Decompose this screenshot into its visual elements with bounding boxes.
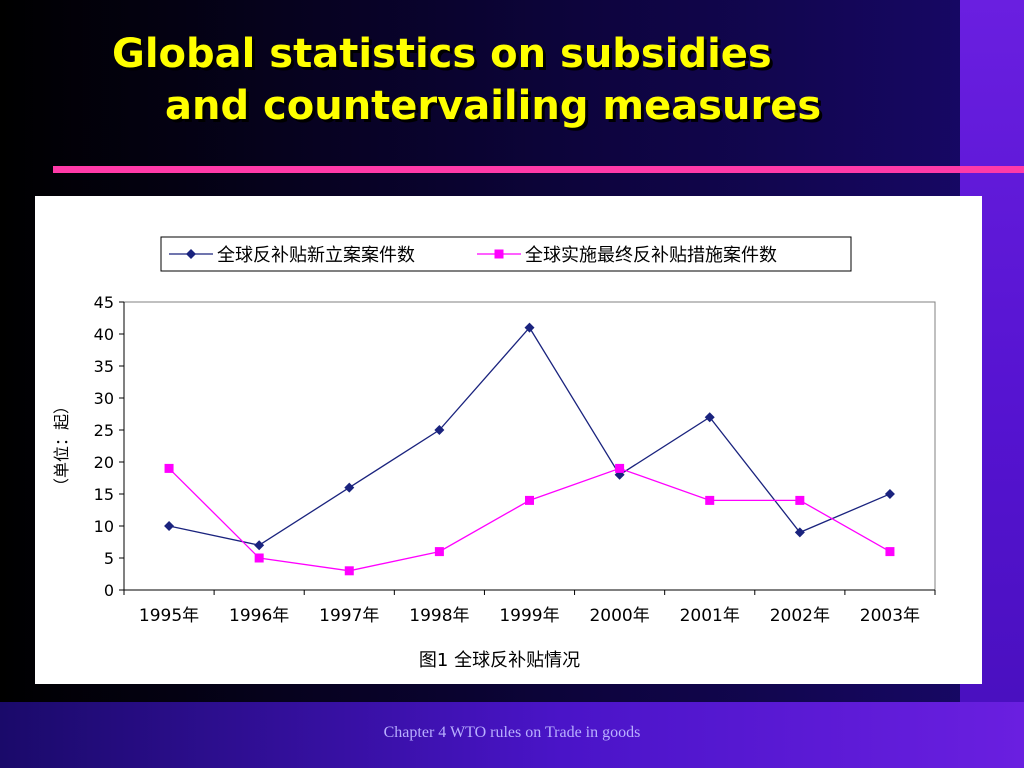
x-tick-label: 2003年 bbox=[860, 606, 920, 626]
y-tick-label: 15 bbox=[94, 485, 114, 504]
plot-area bbox=[123, 301, 936, 591]
series-2-point bbox=[344, 566, 354, 576]
chart-panel: 0 5 10 15 20 25 30 35 40 45 1995年 1996年 1997年 1998年 19… bbox=[35, 196, 982, 684]
series-2-point bbox=[795, 495, 805, 505]
series-2-point bbox=[705, 495, 715, 505]
legend-label-2: 全球实施最终反补贴措施案件数 bbox=[525, 245, 777, 266]
series-1-point bbox=[434, 425, 445, 435]
title-divider bbox=[53, 166, 1024, 173]
series-1-point bbox=[254, 540, 265, 551]
y-tick-label: 30 bbox=[94, 389, 114, 408]
x-tick-label: 2001年 bbox=[680, 606, 740, 626]
series-2-point bbox=[164, 463, 174, 473]
x-tick-label: 2002年 bbox=[770, 606, 830, 626]
series-1-point bbox=[884, 489, 895, 499]
slide-title-line1: Global statistics on subsidies bbox=[112, 31, 772, 77]
series-2-point bbox=[885, 547, 895, 557]
x-tick-label: 1999年 bbox=[499, 606, 559, 626]
line-chart: 0 5 10 15 20 25 30 35 40 45 1995年 1996年 1997年 1998年 19… bbox=[52, 236, 936, 671]
bottom-accent-band bbox=[0, 702, 1024, 768]
slide-title-line2: and countervailing measures bbox=[165, 83, 822, 129]
y-axis-title: （单位：起） bbox=[52, 398, 71, 494]
series-2-point bbox=[434, 547, 444, 557]
series-2-point bbox=[615, 463, 625, 473]
x-tick-label: 1998年 bbox=[409, 606, 469, 626]
y-tick-label: 20 bbox=[94, 453, 114, 472]
y-tick-label: 40 bbox=[94, 325, 114, 344]
series-1-point bbox=[524, 322, 535, 333]
series-1-point bbox=[794, 527, 805, 538]
slide-footer: Chapter 4 WTO rules on Trade in goods bbox=[383, 724, 641, 741]
series-1-point bbox=[164, 521, 175, 531]
x-tick-label: 1996年 bbox=[229, 606, 289, 626]
series-1-point bbox=[704, 412, 715, 423]
y-tick-label: 0 bbox=[104, 581, 114, 600]
x-tick-label: 1997年 bbox=[319, 606, 379, 626]
legend-marker-1 bbox=[186, 249, 196, 259]
series-2-point bbox=[525, 495, 534, 505]
chart-title: 图1 全球反补贴情况 bbox=[419, 650, 580, 671]
x-tick-label: 1995年 bbox=[139, 606, 199, 626]
legend-marker-2 bbox=[494, 249, 504, 259]
legend-label-1: 全球反补贴新立案案件数 bbox=[217, 245, 415, 266]
y-tick-label: 10 bbox=[94, 517, 114, 536]
series-1-point bbox=[344, 482, 355, 493]
y-tick-label: 5 bbox=[104, 549, 114, 568]
series-2-point bbox=[254, 553, 264, 563]
x-tick-label: 2000年 bbox=[589, 606, 649, 626]
y-tick-label: 35 bbox=[94, 357, 114, 376]
y-tick-label: 45 bbox=[94, 293, 114, 312]
y-tick-label: 25 bbox=[94, 421, 114, 440]
